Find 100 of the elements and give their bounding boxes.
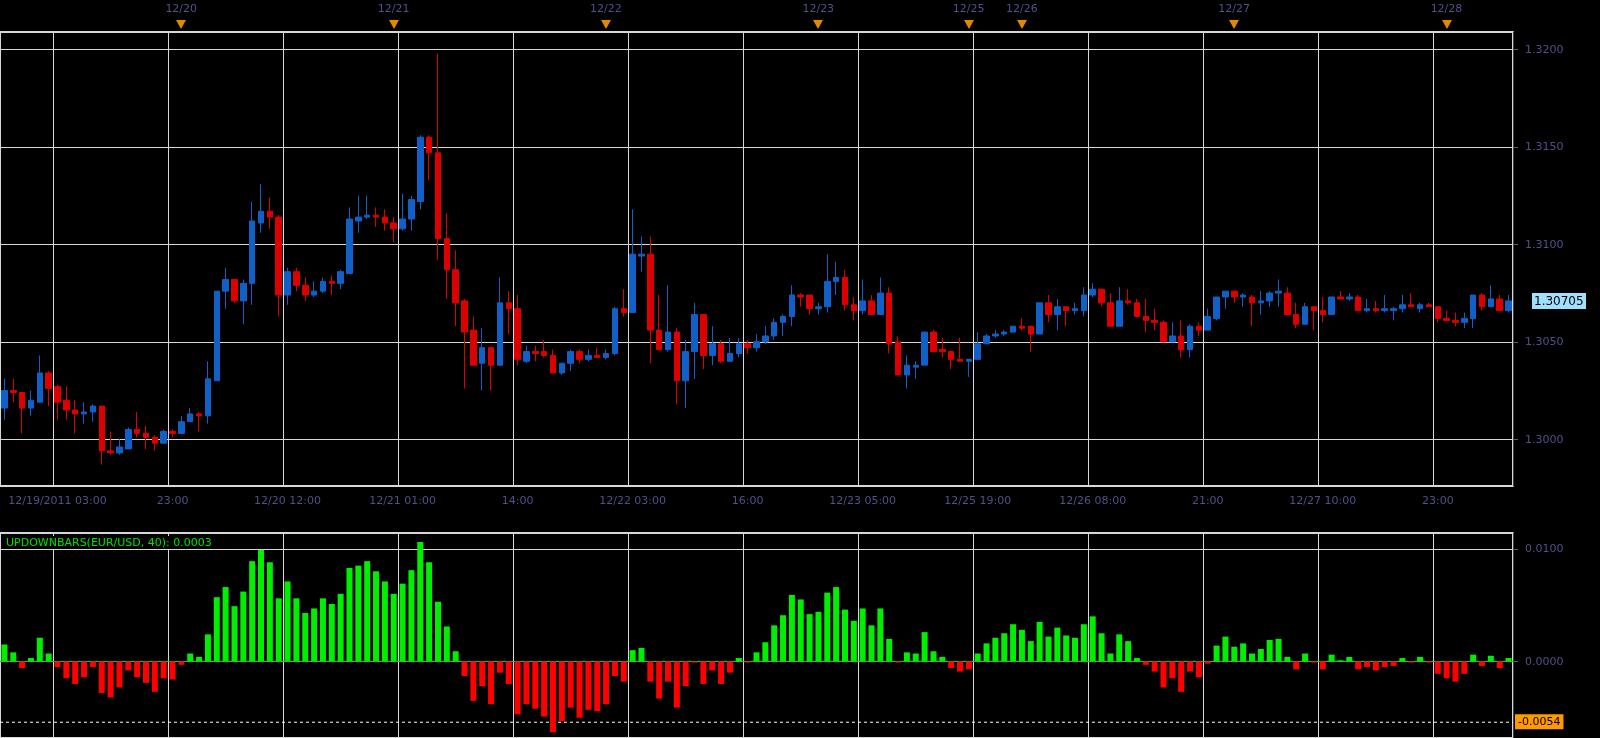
bar — [1080, 624, 1087, 662]
candlestick — [1284, 286, 1291, 316]
bar — [328, 603, 335, 662]
candlestick — [585, 349, 592, 362]
bar — [877, 608, 884, 662]
candlestick — [187, 407, 193, 423]
candlestick — [913, 360, 919, 380]
candlestick — [541, 339, 547, 358]
bar — [1266, 640, 1273, 662]
bar — [735, 658, 742, 662]
candlestick — [1346, 292, 1353, 302]
candlestick — [603, 349, 609, 360]
bar — [72, 661, 79, 684]
bar — [992, 637, 999, 662]
candlestick — [45, 370, 52, 407]
bar — [505, 661, 512, 684]
candlestick — [789, 284, 795, 327]
bar — [36, 637, 43, 662]
candlestick — [736, 337, 742, 358]
candlestick — [1187, 323, 1193, 358]
candlestick — [355, 195, 362, 234]
x-tick-label: 12/21 01:00 — [369, 494, 437, 507]
candlestick — [868, 294, 875, 316]
x-tick-label: 12/26 08:00 — [1059, 494, 1127, 507]
text: 12/22 — [590, 2, 622, 15]
bar — [1364, 661, 1371, 668]
bar — [496, 661, 503, 673]
bar — [488, 661, 495, 705]
candlestick — [54, 384, 61, 421]
bar — [1461, 661, 1468, 674]
candlestick — [824, 253, 831, 314]
candlestick — [1, 378, 8, 421]
candlestick — [762, 325, 769, 345]
candlestick — [72, 399, 78, 434]
candlestick — [895, 335, 901, 376]
ref-line-label: -0.0054 — [1518, 715, 1561, 729]
bar — [266, 562, 273, 662]
bar — [337, 593, 344, 662]
candlestick — [1249, 294, 1255, 327]
bar — [1178, 661, 1185, 692]
candlestick — [886, 286, 892, 354]
candlestick — [1081, 286, 1087, 317]
bar — [204, 634, 211, 662]
bar — [1443, 661, 1450, 679]
bar — [231, 606, 238, 662]
bar — [116, 661, 123, 688]
candlestick — [196, 411, 202, 432]
candlestick — [797, 292, 804, 308]
x-tick-label: 12/27 10:00 — [1289, 494, 1357, 507]
candlestick — [178, 415, 185, 434]
bar — [364, 561, 371, 662]
candlestick — [992, 329, 999, 339]
bar — [948, 661, 955, 669]
bar — [576, 661, 583, 718]
candlestick — [231, 278, 238, 304]
text: 12/26 — [1005, 2, 1038, 15]
candlestick — [1160, 319, 1167, 343]
bar — [965, 661, 972, 670]
bar — [434, 601, 441, 662]
bar — [390, 593, 397, 662]
candlestick — [771, 317, 777, 341]
bar — [753, 652, 760, 662]
candlestick — [160, 428, 167, 444]
candlestick — [638, 236, 645, 273]
candlestick — [859, 278, 866, 316]
bar — [417, 542, 424, 662]
bar — [868, 625, 875, 662]
bar — [275, 598, 282, 662]
bar — [1372, 661, 1379, 671]
bar — [381, 581, 388, 662]
candlestick — [275, 214, 282, 317]
y-tick-label: 1.3100 — [1525, 237, 1564, 251]
bar — [620, 661, 627, 682]
candlestick — [1178, 319, 1184, 358]
bar — [1089, 616, 1096, 662]
bar — [532, 661, 539, 709]
bar — [771, 625, 778, 662]
candlestick — [1196, 321, 1202, 337]
candlestick — [1417, 302, 1423, 314]
candlestick — [1134, 298, 1140, 317]
candlestick — [63, 386, 70, 421]
x-tick-label: 12/25 19:00 — [944, 494, 1012, 507]
candlestick — [1443, 310, 1450, 321]
bar — [479, 661, 486, 687]
candlestick — [329, 275, 335, 296]
candlestick — [373, 206, 379, 228]
y-tick-label: 1.3200 — [1525, 43, 1564, 57]
candlestick — [1151, 308, 1158, 331]
bar — [1204, 661, 1211, 664]
candlestick — [753, 333, 760, 353]
bar — [54, 661, 61, 668]
candlestick — [1390, 306, 1397, 321]
bar — [523, 661, 530, 705]
bar — [850, 620, 857, 662]
candlestick — [851, 296, 857, 321]
bar — [806, 614, 813, 662]
candlestick — [293, 267, 300, 292]
candlestick — [744, 339, 751, 354]
y-tick-label: 1.3000 — [1525, 432, 1564, 446]
candlestick — [1320, 296, 1326, 323]
